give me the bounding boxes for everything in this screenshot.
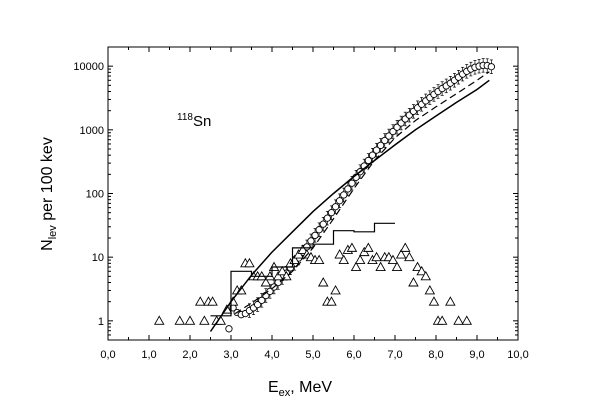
x-tick-label: 0,0 xyxy=(100,349,115,361)
x-tick-label: 7,0 xyxy=(387,349,402,361)
circle-point xyxy=(253,300,262,309)
x-tick-label: 8,0 xyxy=(428,349,443,361)
step-series-line xyxy=(210,222,395,317)
circle-point xyxy=(331,203,340,211)
circle-point xyxy=(364,156,372,165)
triangle-point xyxy=(453,315,464,325)
triangle-point xyxy=(371,251,382,262)
x-tick-label: 1,0 xyxy=(141,349,156,361)
plot-marks xyxy=(153,58,495,333)
axis-ticks xyxy=(107,46,519,341)
y-tick-label: 1000 xyxy=(80,125,104,137)
y-tick-label: 10 xyxy=(92,252,104,264)
y-tick-label: 1 xyxy=(98,316,104,328)
x-tick-label: 10,0 xyxy=(507,349,528,361)
circle-point xyxy=(307,237,315,245)
triangle-point xyxy=(399,242,411,252)
triangle-point xyxy=(334,249,345,259)
y-tick-label: 100 xyxy=(86,189,104,201)
triangle-point xyxy=(424,285,436,295)
triangle-point xyxy=(404,251,415,262)
triangle-point xyxy=(326,296,337,306)
triangle-point xyxy=(420,270,432,281)
triangle-point xyxy=(363,242,374,252)
x-tick-label: 3,0 xyxy=(223,349,238,361)
circle-point xyxy=(344,185,352,193)
triangle-point xyxy=(338,254,350,265)
circle-point xyxy=(487,63,495,71)
circle-point xyxy=(340,191,348,199)
x-tick-labels: 0,0 1,0 2,0 3,0 4,0 5,0 6,0 7,0 8,0 9,0 10,0 xyxy=(100,349,528,361)
circle-point xyxy=(266,287,274,296)
circle-point xyxy=(319,220,327,228)
x-axis-title: Eex, MeV xyxy=(268,379,332,399)
triangle-point xyxy=(412,261,423,271)
triangle-point xyxy=(317,277,329,287)
isotope-annotation: 118Sn xyxy=(177,112,211,130)
triangle-point xyxy=(313,254,325,265)
triangle-point xyxy=(330,285,341,295)
dashed-series-line xyxy=(234,71,490,315)
circle-point xyxy=(385,132,393,140)
circle-point xyxy=(327,209,336,217)
triangle-point xyxy=(153,315,165,325)
triangle-point xyxy=(375,261,386,271)
triangle-point xyxy=(387,254,399,265)
triangle-point xyxy=(297,244,309,254)
y-tick-labels: 1 10 100 1000 10000 xyxy=(73,61,104,328)
triangle-point xyxy=(445,296,456,306)
triangle-point xyxy=(395,249,407,259)
y-axis-title: Nlev per 100 kev xyxy=(39,137,59,251)
circle-point xyxy=(335,197,344,205)
plot-frame xyxy=(107,46,519,341)
circle-point xyxy=(348,179,356,187)
circle-point xyxy=(381,136,389,145)
circle-point xyxy=(389,127,397,136)
x-tick-label: 2,0 xyxy=(182,349,197,361)
x-tick-label: 5,0 xyxy=(305,349,320,361)
y-tick-label: 10000 xyxy=(73,61,104,73)
circle-point xyxy=(372,146,381,154)
triangle-point xyxy=(293,249,304,259)
triangle-point xyxy=(199,315,210,325)
triangle-point xyxy=(272,270,284,281)
triangle-point xyxy=(260,277,272,287)
solid-series-line xyxy=(209,79,490,332)
triangle-point xyxy=(391,261,403,271)
triangle-point xyxy=(428,296,440,306)
triangle-point xyxy=(194,296,206,306)
circle-point xyxy=(258,296,266,304)
triangle-point xyxy=(354,254,366,265)
triangle-point xyxy=(276,265,288,276)
x-tick-label: 4,0 xyxy=(264,349,279,361)
circle-point xyxy=(323,214,331,222)
circle-point xyxy=(315,226,323,234)
circle-point xyxy=(225,325,233,333)
triangle-point xyxy=(416,265,427,276)
triangle-point xyxy=(436,315,448,325)
triangle-point xyxy=(350,261,362,271)
triangle-point xyxy=(207,296,218,306)
circle-point xyxy=(368,151,377,159)
circle-point xyxy=(376,141,385,150)
triangle-point xyxy=(461,315,473,325)
triangle-point xyxy=(346,242,358,252)
circle-point xyxy=(311,231,319,240)
triangle-point xyxy=(184,315,196,325)
x-tick-label: 9,0 xyxy=(469,349,484,361)
x-tick-label: 6,0 xyxy=(346,349,361,361)
triangle-point xyxy=(174,315,186,325)
triangle-point xyxy=(244,257,255,268)
triangle-point xyxy=(408,277,419,287)
